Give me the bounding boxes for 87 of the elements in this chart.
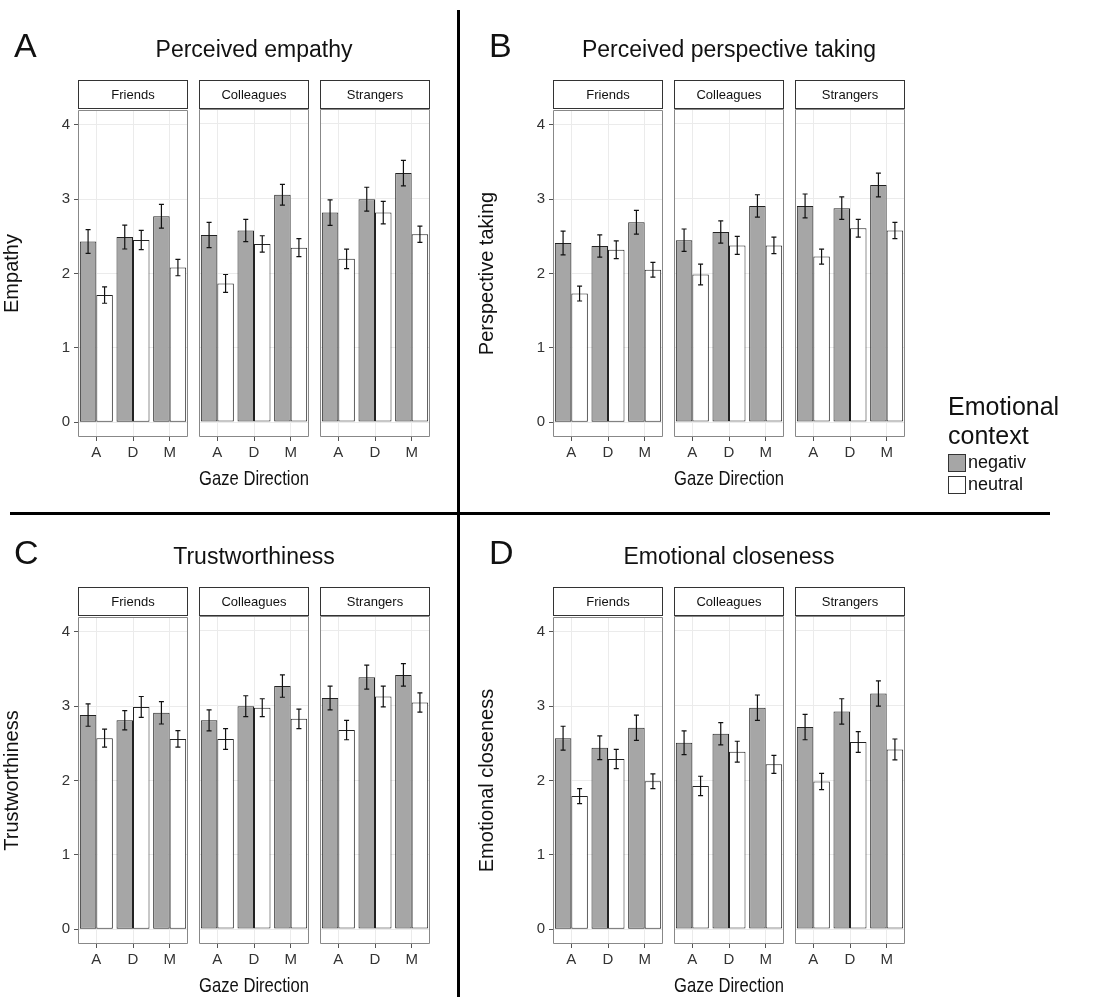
y-tick-label: 2 (61, 770, 70, 788)
chart-title: Perceived perspective taking (580, 35, 878, 64)
y-tick-label: 0 (536, 919, 545, 937)
chart-subtitle: Colleagues (199, 587, 309, 616)
x-axis-title: Gaze Direction (674, 466, 784, 489)
y-tick-label: 2 (61, 263, 70, 281)
chart-subtitle: Friends (78, 80, 188, 109)
x-tick-label: D (369, 443, 381, 461)
y-tick-label: 1 (61, 844, 70, 862)
x-axis-title: Gaze Direction (199, 466, 309, 489)
y-tick-label: 4 (536, 622, 545, 639)
x-tick-label: D (723, 443, 735, 461)
y-axis-title: Emotional closeness (474, 688, 497, 873)
x-tick-label: A (808, 950, 819, 968)
x-tick-label: A (333, 950, 344, 968)
text: C (14, 533, 39, 572)
legend-title: Emotional context (948, 392, 1061, 450)
x-tick-label: M (163, 950, 176, 968)
y-tick-label: 3 (61, 189, 70, 207)
chart-subtitle: Colleagues (674, 587, 784, 616)
chart-subtitle: Friends (553, 80, 663, 109)
y-tick-label: 0 (61, 919, 70, 937)
x-axis-title: Gaze Direction (199, 973, 309, 996)
x-tick-label: A (687, 443, 698, 461)
y-tick-label: 3 (536, 189, 545, 207)
y-tick-label: 1 (536, 844, 545, 862)
x-tick-label: M (638, 443, 651, 461)
y-tick-label: 2 (536, 263, 545, 281)
x-tick-label: M (284, 443, 297, 461)
chart-title: Trustworthiness (172, 542, 336, 571)
chart-subtitle: Colleagues (199, 80, 309, 109)
y-tick-label: 4 (536, 115, 545, 132)
chart-title: Perceived empathy (154, 35, 354, 64)
x-tick-label: A (212, 950, 223, 968)
x-tick-label: M (880, 443, 893, 461)
x-tick-label: M (405, 950, 418, 968)
x-tick-label: M (405, 443, 418, 461)
x-tick-label: D (127, 443, 139, 461)
x-tick-label: A (566, 950, 577, 968)
y-tick-label: 2 (536, 770, 545, 788)
x-axis-title: Gaze Direction (674, 973, 784, 996)
y-tick-label: 0 (536, 412, 545, 430)
y-tick-label: 3 (61, 696, 70, 714)
x-tick-label: D (602, 443, 614, 461)
x-tick-label: M (638, 950, 651, 968)
x-tick-label: A (808, 443, 819, 461)
x-tick-label: D (844, 443, 856, 461)
chart-subtitle: Colleagues (674, 80, 784, 109)
chart-subtitle: Friends (78, 587, 188, 616)
y-axis-title: Empathy (0, 234, 22, 313)
text: neutral (968, 474, 1024, 495)
x-tick-label: D (602, 950, 614, 968)
chart-title: Emotional closeness (622, 542, 836, 571)
chart-subtitle: Strangers (795, 587, 905, 616)
y-axis-title: Perspective taking (474, 191, 497, 356)
x-tick-label: A (566, 443, 577, 461)
x-tick-label: A (687, 950, 698, 968)
chart-subtitle: Strangers (795, 80, 905, 109)
x-tick-label: A (91, 950, 102, 968)
y-tick-label: 1 (61, 337, 70, 355)
x-tick-label: A (212, 443, 223, 461)
x-tick-label: D (248, 443, 260, 461)
x-tick-label: D (844, 950, 856, 968)
text: B (489, 26, 512, 65)
text: D (489, 533, 514, 572)
x-tick-label: D (248, 950, 260, 968)
x-tick-label: A (91, 443, 102, 461)
x-tick-label: D (723, 950, 735, 968)
y-tick-label: 3 (536, 696, 545, 714)
chart-subtitle: Friends (553, 587, 663, 616)
x-tick-label: D (127, 950, 139, 968)
x-tick-label: A (333, 443, 344, 461)
chart-subtitle: Strangers (320, 587, 430, 616)
y-tick-label: 1 (536, 337, 545, 355)
x-tick-label: M (759, 443, 772, 461)
x-tick-label: M (759, 950, 772, 968)
text: A (14, 26, 37, 65)
x-tick-label: M (163, 443, 176, 461)
x-tick-label: D (369, 950, 381, 968)
y-axis-title: Trustworthiness (0, 710, 22, 851)
x-tick-label: M (880, 950, 893, 968)
y-tick-label: 4 (61, 115, 70, 132)
x-tick-label: M (284, 950, 297, 968)
legend-label: negativ (968, 452, 1027, 473)
chart-subtitle: Strangers (320, 80, 430, 109)
y-tick-label: 4 (61, 622, 70, 639)
y-tick-label: 0 (61, 412, 70, 430)
